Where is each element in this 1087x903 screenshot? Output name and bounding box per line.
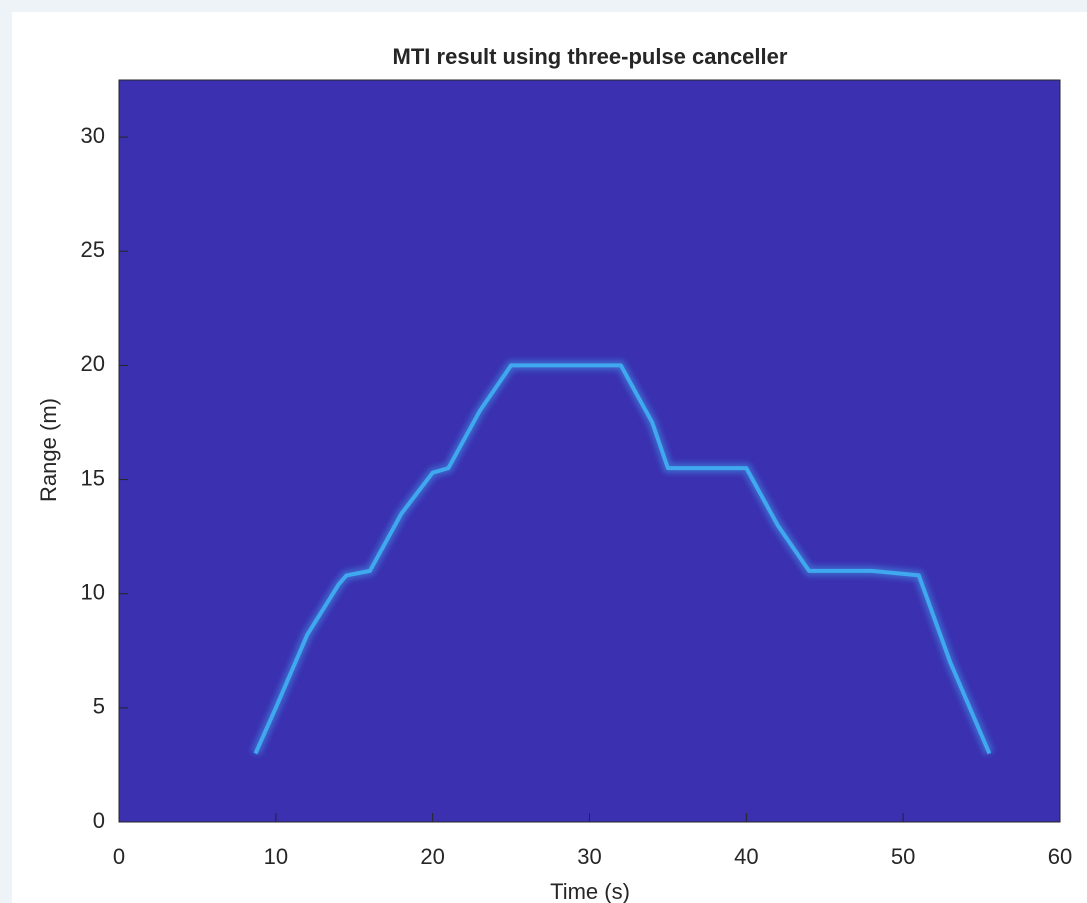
y-tick-label: 0 — [93, 808, 105, 833]
chart-title: MTI result using three-pulse canceller — [393, 44, 788, 69]
y-tick-label: 20 — [81, 351, 105, 376]
y-axis-label: Range (m) — [36, 398, 61, 502]
y-tick-label: 25 — [81, 237, 105, 262]
x-tick-label: 10 — [264, 844, 288, 869]
x-tick-label: 0 — [113, 844, 125, 869]
y-tick-label: 30 — [81, 123, 105, 148]
x-tick-label: 30 — [577, 844, 601, 869]
x-tick-label: 50 — [891, 844, 915, 869]
x-tick-label: 60 — [1048, 844, 1072, 869]
axes-box — [118, 79, 1061, 823]
x-tick-label: 20 — [420, 844, 444, 869]
x-tick-label: 40 — [734, 844, 758, 869]
y-tick-label: 5 — [93, 694, 105, 719]
track-line — [253, 363, 992, 755]
y-tick-label: 10 — [81, 580, 105, 605]
x-axis-label: Time (s) — [550, 879, 630, 903]
y-tick-label: 15 — [81, 465, 105, 490]
plot-area — [119, 80, 1060, 822]
